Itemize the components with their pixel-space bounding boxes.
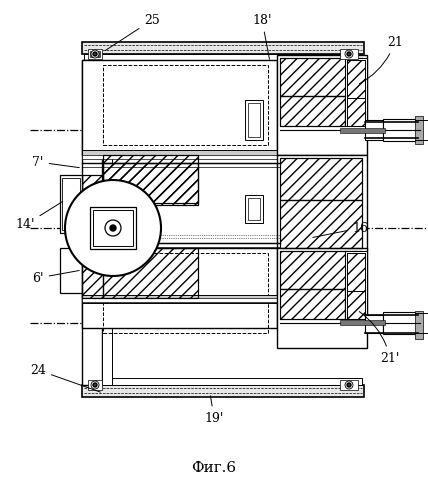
Bar [280,96,345,126]
Bar [277,155,367,250]
Circle shape [93,52,97,56]
Circle shape [91,50,99,58]
Bar [82,248,277,328]
Bar [82,295,277,303]
Circle shape [345,381,353,389]
Bar [340,49,358,59]
Bar [248,103,260,137]
Bar [82,60,102,385]
Bar [82,175,103,230]
Bar [280,58,362,96]
Bar [82,385,364,397]
Bar [82,243,103,298]
Text: 21: 21 [360,36,403,84]
Text: 21': 21' [359,312,400,364]
Circle shape [65,180,161,276]
Circle shape [347,383,351,387]
Bar [103,163,198,203]
Bar [415,116,423,144]
Text: Фиг.6: Фиг.6 [191,461,237,475]
Text: 14': 14' [15,202,62,232]
Circle shape [93,383,97,387]
Text: 19': 19' [204,396,224,424]
Bar [383,119,418,141]
Bar [82,60,277,155]
Bar [347,291,365,319]
Bar [102,60,112,385]
Bar [383,312,418,334]
Bar [277,248,367,348]
Bar [60,248,82,293]
Bar [280,158,362,200]
Bar [280,200,362,248]
Bar [280,289,345,319]
Bar [280,158,362,200]
Text: 7': 7' [32,156,79,168]
Bar [82,175,103,230]
Bar [62,178,80,230]
Bar [103,248,198,298]
Bar [347,291,365,319]
Bar [84,378,362,385]
Bar [280,289,345,319]
Text: 6': 6' [32,270,79,284]
Bar [280,58,362,96]
Bar [340,320,385,325]
Bar [345,251,367,319]
Bar [82,298,277,302]
Bar [82,155,277,159]
Bar [103,65,268,145]
Bar [82,42,364,54]
Circle shape [345,50,353,58]
Circle shape [91,381,99,389]
Bar [103,155,198,205]
Bar [103,155,198,205]
Bar [90,207,136,249]
Bar [347,60,365,98]
Bar [103,163,277,243]
Bar [82,150,277,158]
Bar [248,198,260,220]
Bar [415,311,423,339]
Bar [365,315,383,333]
Bar [347,60,365,98]
Bar [103,163,198,203]
Bar [103,248,198,298]
Circle shape [105,220,121,236]
Bar [280,200,362,248]
Circle shape [347,52,351,56]
Bar [93,210,133,246]
Bar [280,96,345,126]
Bar [60,175,82,233]
Bar [365,120,383,140]
Bar [84,54,362,60]
Bar [82,243,103,298]
Bar [347,98,365,126]
Bar [280,251,362,289]
Bar [88,49,102,59]
Circle shape [110,225,116,231]
Bar [245,100,263,140]
Bar [103,253,268,333]
Bar [277,55,367,155]
Bar [345,58,367,126]
Text: 16: 16 [313,222,368,238]
Text: 24: 24 [30,364,101,392]
Bar [347,253,365,291]
Bar [347,253,365,291]
Bar [88,380,102,390]
Bar [245,195,263,223]
Bar [347,98,365,126]
Text: 25: 25 [105,14,160,51]
Bar [340,128,385,133]
Text: 18': 18' [252,14,272,60]
Bar [90,51,100,57]
Bar [340,380,358,390]
Bar [280,251,362,289]
